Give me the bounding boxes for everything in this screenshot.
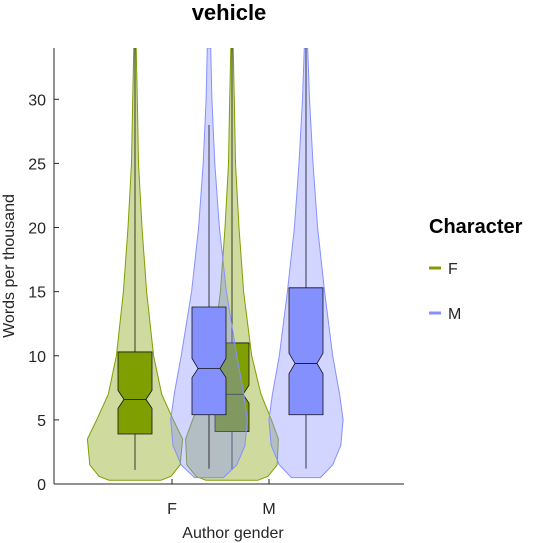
y-tick-label: 25 [28, 156, 46, 173]
box-M-M [288, 287, 324, 416]
y-tick-label: 10 [28, 349, 46, 366]
legend-label-F: F [448, 261, 458, 278]
x-axis-label: Author gender [182, 525, 284, 542]
y-tick-label: 30 [28, 92, 46, 109]
y-tick-label: 15 [28, 285, 46, 302]
x-tick-label: F [167, 501, 177, 518]
legend-title: Character [429, 216, 523, 238]
legend-label-M: M [448, 306, 461, 323]
y-tick-label: 20 [28, 221, 46, 238]
box-M-F [191, 306, 227, 416]
y-axis-label: Words per thousand [1, 194, 18, 338]
x-tick-label: M [262, 501, 275, 518]
plot-area [86, 48, 344, 481]
chart-title: vehicle [192, 0, 267, 25]
y-axis-ticks: 0 5 10 15 20 25 30 [28, 92, 59, 494]
legend: Character F M [429, 216, 523, 323]
box-F-F [117, 351, 153, 435]
y-tick-label: 5 [37, 413, 46, 430]
y-tick-label: 0 [37, 477, 46, 494]
